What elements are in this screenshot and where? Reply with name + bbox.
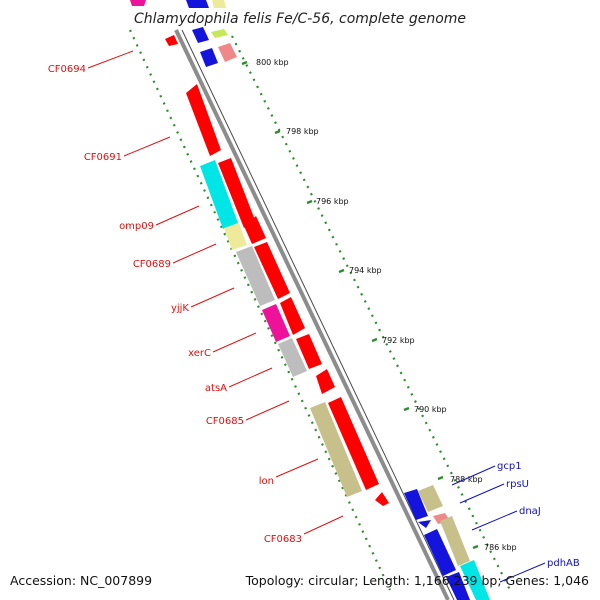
tick-mark-800 — [241, 60, 248, 66]
gene-rpsu[interactable] — [418, 520, 431, 528]
leader-cf0689 — [172, 243, 217, 264]
gene-cf0684b[interactable] — [316, 369, 335, 394]
label-yjjk[interactable]: yjjK — [171, 303, 189, 314]
label-cf0683[interactable]: CF0683 — [264, 534, 302, 545]
label-rpsu[interactable]: rpsU — [506, 479, 529, 490]
gene-atsa[interactable] — [278, 338, 307, 377]
label-cf0685[interactable]: CF0685 — [206, 416, 244, 427]
leader-atsa — [228, 367, 273, 388]
tick-mark-798 — [274, 129, 281, 135]
tick-mark-788 — [437, 475, 444, 481]
gene-blue-near-800[interactable] — [200, 48, 218, 67]
gene-dnak-khaki[interactable] — [440, 516, 470, 566]
leader-xerc — [212, 332, 257, 353]
label-dnaj[interactable]: dnaJ — [519, 506, 541, 517]
gene-top-blue[interactable] — [186, 0, 209, 8]
leader-pdhab — [499, 562, 546, 583]
tick-mark-794 — [338, 268, 345, 274]
tick-label-800: 800 kbp — [256, 58, 289, 67]
label-omp09[interactable]: omp09 — [119, 221, 154, 232]
genome-backbone — [174, 29, 450, 600]
label-cf0691[interactable]: CF0691 — [84, 152, 122, 163]
gene-cf0689[interactable] — [224, 223, 247, 250]
gene-top-blue-2[interactable] — [192, 27, 209, 43]
gene-pink-near-800[interactable] — [218, 43, 237, 62]
tick-label-786: 786 kbp — [484, 543, 517, 552]
leader-omp09 — [155, 205, 200, 226]
gene-cf0687[interactable] — [254, 242, 290, 299]
gene-cf0690[interactable] — [218, 158, 255, 228]
gene-xerc[interactable] — [262, 304, 290, 342]
label-xerc[interactable]: xerC — [188, 348, 211, 359]
gene-cf0691[interactable] — [186, 84, 221, 156]
leader-yjjk — [190, 287, 235, 308]
gene-omp09[interactable] — [200, 160, 238, 229]
leader-cf0685 — [245, 400, 290, 421]
label-cf0689[interactable]: CF0689 — [133, 259, 171, 270]
topology-text: Topology: circular; Length: 1,166,239 bp… — [245, 573, 589, 588]
label-pdhab[interactable]: pdhAB — [547, 558, 580, 569]
tick-label-796: 796 kbp — [316, 197, 349, 206]
tick-mark-786 — [472, 544, 479, 550]
gene-pdhab[interactable] — [460, 560, 490, 600]
gene-top-green[interactable] — [211, 29, 228, 38]
gene-gcp1[interactable] — [404, 489, 428, 520]
leader-rpsu — [459, 483, 505, 504]
leader-lon — [275, 458, 319, 478]
gene-lon-khaki[interactable] — [310, 402, 362, 497]
gene-yjjk[interactable] — [236, 246, 275, 306]
label-gcp1[interactable]: gcp1 — [497, 461, 522, 472]
gene-cf0683[interactable] — [375, 492, 389, 506]
leader-dnaj — [471, 510, 518, 531]
label-lon[interactable]: lon — [259, 476, 274, 487]
gene-dnaj[interactable] — [424, 529, 456, 576]
label-atsa[interactable]: atsA — [205, 383, 227, 394]
gene-cf0688[interactable] — [244, 216, 266, 244]
gene-rpsu-khaki[interactable] — [418, 485, 443, 512]
leader-gcp1 — [451, 465, 496, 486]
leader-cf0694 — [87, 50, 134, 69]
tick-mark-792 — [371, 337, 378, 343]
tick-mark-796 — [306, 199, 313, 205]
gene-top-yellow[interactable] — [212, 0, 226, 8]
leader-cf0691 — [123, 136, 171, 157]
label-cf0694[interactable]: CF0694 — [48, 64, 86, 75]
leader-cf0683 — [303, 515, 344, 535]
accession-text: Accession: NC_007899 — [10, 573, 152, 588]
genome-backbone-edge — [181, 29, 455, 600]
gene-cf0686[interactable] — [280, 297, 305, 335]
tick-mark-790 — [403, 406, 410, 412]
tick-label-790: 790 kbp — [414, 405, 447, 414]
tick-label-792: 792 kbp — [382, 336, 415, 345]
tick-label-798: 798 kbp — [286, 127, 319, 136]
gene-cf0684a[interactable] — [296, 334, 322, 369]
gene-lon[interactable] — [328, 397, 379, 490]
label-track — [129, 29, 391, 591]
map-title: Chlamydophila felis Fe/C-56, complete ge… — [134, 11, 466, 27]
tick-label-788: 788 kbp — [450, 475, 483, 484]
gene-top-magenta[interactable] — [130, 0, 146, 6]
gene-cf0694[interactable] — [165, 35, 178, 46]
gene-pdhab-blue[interactable] — [446, 572, 470, 600]
tick-label-794: 794 kbp — [349, 266, 382, 275]
